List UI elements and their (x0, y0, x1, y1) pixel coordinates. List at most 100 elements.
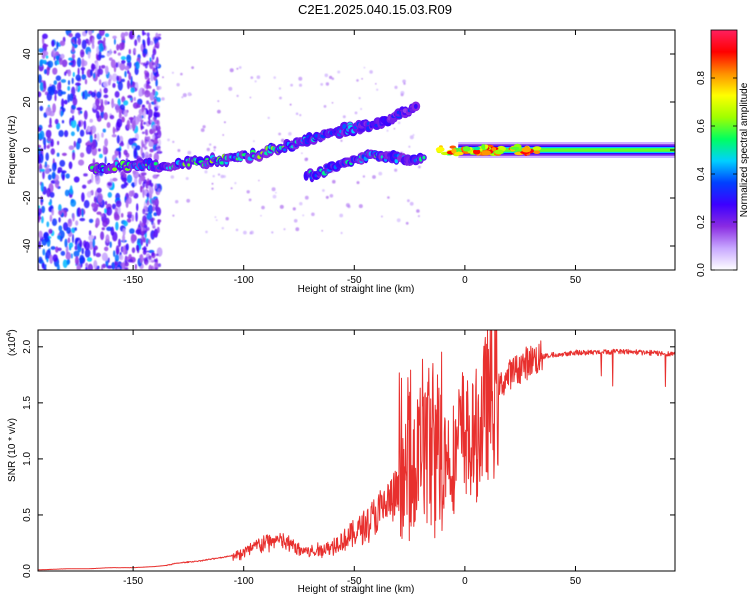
noise-speckle (93, 72, 96, 79)
noise-speckle (215, 219, 218, 222)
noise-speckle (278, 87, 282, 90)
noise-speckle (236, 94, 239, 98)
noise-speckle (43, 59, 47, 65)
noise-speckle (131, 214, 135, 222)
noise-speckle (71, 53, 76, 60)
noise-speckle (82, 184, 87, 189)
noise-speckle (340, 231, 343, 235)
noise-speckle (60, 91, 67, 95)
noise-speckle (171, 71, 174, 74)
noise-speckle (45, 106, 52, 116)
noise-speckle (113, 250, 116, 257)
noise-speckle (146, 36, 151, 46)
noise-speckle (62, 174, 65, 181)
noise-speckle (117, 81, 123, 91)
noise-speckle (46, 66, 50, 76)
noise-speckle (59, 81, 62, 90)
noise-speckle (236, 67, 239, 70)
colorbar-tick-label: 0.6 (696, 119, 707, 133)
noise-speckle (129, 124, 132, 130)
noise-speckle (141, 106, 145, 113)
noise-speckle (101, 227, 106, 231)
ground-peak-blob (491, 147, 497, 152)
noise-speckle (143, 223, 147, 226)
noise-speckle (400, 91, 405, 95)
noise-speckle (50, 138, 54, 147)
noise-speckle (91, 203, 97, 208)
noise-speckle (74, 227, 77, 231)
echo-blob (112, 167, 118, 172)
noise-speckle (136, 244, 140, 252)
y-tick-label: 2.0 (22, 339, 33, 353)
noise-speckle (67, 218, 73, 227)
noise-speckle (254, 80, 257, 83)
noise-speckle (397, 121, 401, 125)
noise-speckle (86, 125, 91, 133)
noise-speckle (85, 262, 88, 267)
noise-speckle (74, 36, 77, 45)
noise-speckle (87, 131, 92, 135)
ground-peak-blob (533, 150, 541, 154)
noise-speckle (145, 83, 149, 90)
spectrogram-marks (38, 30, 675, 270)
noise-speckle (149, 57, 152, 62)
noise-speckle (106, 52, 110, 57)
noise-speckle (151, 265, 154, 270)
noise-speckle (125, 199, 129, 209)
echo-blob (422, 155, 426, 160)
x-tick-label: -150 (123, 275, 143, 286)
noise-speckle (103, 87, 108, 94)
ground-peak-blob (462, 146, 471, 152)
noise-speckle (119, 254, 124, 261)
noise-speckle (135, 145, 141, 151)
noise-speckle (104, 33, 110, 38)
noise-speckle (135, 229, 142, 235)
snr-background (38, 330, 675, 571)
noise-speckle (67, 93, 71, 103)
noise-speckle (42, 137, 47, 146)
noise-speckle (38, 74, 42, 84)
noise-speckle (127, 80, 130, 90)
y-tick-label: 1.5 (22, 395, 33, 409)
noise-speckle (130, 75, 133, 86)
colorbar-label: Normalized spectral amplitude (739, 82, 750, 217)
noise-speckle (106, 206, 113, 216)
noise-speckle (100, 231, 105, 241)
noise-speckle (185, 177, 189, 180)
noise-speckle (98, 79, 102, 86)
snr-x-axis-label: Height of straight line (km) (298, 584, 415, 595)
noise-speckle (101, 65, 106, 69)
noise-speckle (325, 195, 329, 199)
noise-speckle (71, 104, 76, 110)
noise-speckle (107, 182, 113, 187)
colorbar-scale (710, 29, 738, 271)
noise-speckle (120, 56, 126, 61)
noise-speckle (109, 114, 115, 120)
noise-speckle (127, 70, 130, 74)
noise-speckle (128, 49, 131, 55)
noise-speckle (78, 159, 85, 166)
noise-speckle (115, 200, 122, 208)
noise-speckle (298, 83, 303, 87)
noise-speckle (186, 198, 191, 203)
noise-speckle (144, 212, 148, 216)
noise-speckle (157, 188, 161, 193)
noise-speckle (102, 145, 106, 156)
noise-speckle (86, 144, 92, 155)
noise-speckle (69, 93, 74, 102)
noise-speckle (84, 78, 88, 85)
noise-speckle (182, 93, 187, 98)
noise-speckle (146, 199, 150, 206)
noise-speckle (136, 104, 141, 108)
noise-speckle (127, 211, 133, 215)
noise-speckle (156, 64, 160, 67)
noise-speckle (331, 77, 335, 80)
noise-speckle (358, 204, 363, 209)
noise-speckle (115, 148, 122, 152)
noise-speckle (61, 98, 65, 108)
noise-speckle (378, 171, 383, 176)
noise-speckle (157, 86, 162, 90)
noise-speckle (149, 148, 154, 153)
noise-speckle (105, 234, 110, 243)
